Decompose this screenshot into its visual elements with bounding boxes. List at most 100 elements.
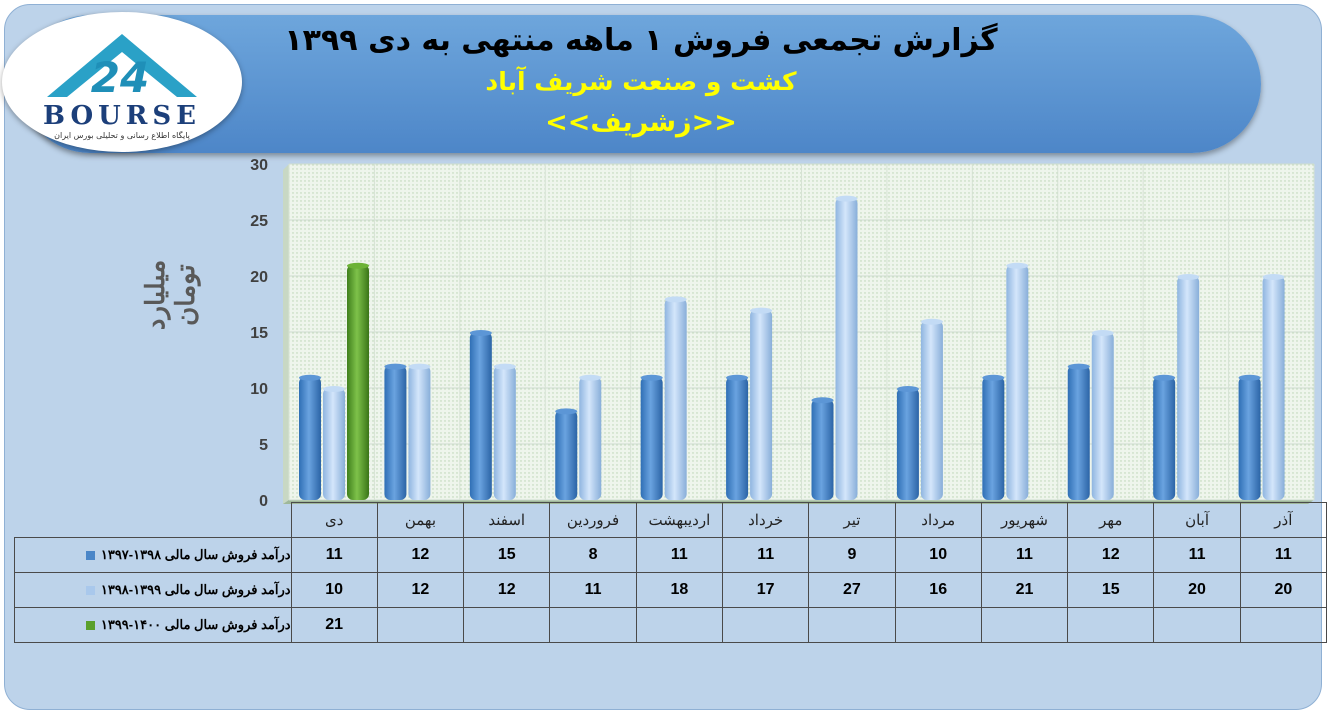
legend-entry: درآمد فروش سال مالی ۱۳۹۹-۱۳۹۸: [14, 572, 292, 608]
bar-2: [920, 320, 943, 500]
y-tick-label: 15: [250, 325, 268, 342]
category-label: بهمن: [376, 502, 465, 538]
logo-tagline: پایگاه اطلاع رسانی و تحلیلی بورس ایران: [54, 130, 190, 140]
bar-cap-1: [469, 330, 492, 336]
y-tick-label: 25: [250, 213, 268, 230]
bar-cap-1: [1067, 363, 1090, 370]
series-name: درآمد فروش سال مالی ۱۳۹۸-۱۳۹۷: [100, 547, 291, 562]
table-row: درآمد فروش سال مالی ۱۳۹۸-۱۳۹۷ 11 12 15 8 11 11…: [14, 537, 1327, 573]
y-tick-label: 5: [259, 437, 268, 454]
bar-2: [579, 376, 602, 500]
data-cell: 16: [894, 572, 982, 608]
bourse24-logo: 24 BOURSE پایگاه اطلاع رسانی و تحلیلی بو…: [2, 12, 242, 152]
bar-1: [896, 388, 919, 500]
category-label: آذر: [1239, 502, 1327, 538]
data-cell: [722, 607, 810, 643]
bar-cap-2: [579, 374, 602, 381]
bar-cap-2: [1006, 262, 1029, 269]
data-cell: 11: [1239, 537, 1327, 573]
data-cell: 20: [1153, 572, 1241, 608]
plot-area: 0 5 10 15 20 25 30: [250, 157, 1315, 510]
y-tick-label: 0: [259, 493, 268, 510]
data-cell: [894, 607, 982, 643]
data-cell: 10: [894, 537, 982, 573]
ticker-symbol: <<زشریف>>: [545, 107, 737, 138]
data-cell: 11: [549, 572, 637, 608]
bar-2: [323, 388, 345, 500]
bar-cap-1: [726, 374, 749, 381]
data-cell: [1067, 607, 1155, 643]
data-cell: 10: [290, 572, 378, 608]
bar-1: [1153, 376, 1176, 500]
bar-1: [555, 410, 578, 500]
legend-entry: درآمد فروش سال مالی ۱۳۹۸-۱۳۹۷: [14, 537, 292, 573]
category-label: اردیبهشت: [635, 502, 724, 538]
data-cell: [549, 607, 637, 643]
bar-cap-1: [640, 374, 663, 381]
category-label: مهر: [1067, 502, 1155, 538]
bar-1: [726, 376, 749, 500]
data-cell: 11: [290, 537, 378, 573]
data-cell: 12: [1067, 537, 1155, 573]
data-cell: 18: [635, 572, 724, 608]
data-cell: 20: [1239, 572, 1327, 608]
table-corner: [14, 502, 292, 538]
bar-1: [811, 399, 834, 500]
bar-2: [493, 365, 516, 500]
bar-cap-2: [1177, 274, 1200, 280]
bar-cap-2: [750, 307, 773, 314]
category-label: فروردین: [549, 502, 637, 538]
category-label: شهریور: [980, 502, 1069, 538]
chart-title: گزارش تجمعی فروش ۱ ماهه منتهی به دی ۱۳۹۹: [284, 23, 998, 58]
bar-2: [750, 309, 773, 500]
category-label: آبان: [1153, 502, 1241, 538]
bar-cap-1: [299, 374, 321, 381]
bar-cap-1: [1153, 374, 1176, 381]
bar-3: [347, 264, 369, 500]
bar-2: [1091, 332, 1114, 500]
series-name: درآمد فروش سال مالی ۱۴۰۰-۱۳۹۹: [100, 617, 291, 632]
data-cell: [1239, 607, 1327, 643]
data-cell: 21: [980, 572, 1069, 608]
bar-cap-1: [896, 386, 919, 392]
bar-cap-3: [347, 262, 369, 269]
table-row: درآمد فروش سال مالی ۱۳۹۹-۱۳۹۸ 10 12 12 11 18 1…: [14, 572, 1327, 608]
category-label: خرداد: [722, 502, 810, 538]
data-cell: 12: [376, 537, 465, 573]
legend-entry: درآمد فروش سال مالی ۱۴۰۰-۱۳۹۹: [14, 607, 292, 643]
data-cell: [635, 607, 724, 643]
y-tick-label: 10: [250, 381, 268, 398]
legend-swatch: [85, 620, 95, 630]
bar-cap-1: [555, 408, 578, 415]
company-name: کشت و صنعت شریف آباد: [485, 67, 797, 96]
data-cell: 11: [980, 537, 1069, 573]
data-cell: 27: [808, 572, 896, 608]
bar-cap-2: [1091, 330, 1114, 336]
logo-graphic: 24 BOURSE پایگاه اطلاع رسانی و تحلیلی بو…: [43, 34, 197, 140]
plot-side-wall: [283, 164, 289, 504]
data-cell: 12: [463, 572, 551, 608]
category-label: مرداد: [894, 502, 982, 538]
bar-cap-2: [920, 318, 943, 325]
data-cell: [463, 607, 551, 643]
data-cell: 11: [1153, 537, 1241, 573]
bar-2: [1262, 276, 1285, 500]
bar-cap-2: [835, 195, 858, 202]
data-cell: 11: [635, 537, 724, 573]
bar-cap-2: [493, 363, 516, 370]
bar-2: [1006, 264, 1029, 500]
table-row: درآمد فروش سال مالی ۱۴۰۰-۱۳۹۹ 21: [14, 607, 1327, 643]
category-label: تیر: [808, 502, 896, 538]
data-cell: [980, 607, 1069, 643]
bar-1: [1238, 376, 1261, 500]
data-cell: 15: [463, 537, 551, 573]
bar-2: [664, 298, 687, 500]
data-cell: 12: [376, 572, 465, 608]
bar-cap-2: [323, 386, 345, 392]
bar-cap-1: [1238, 374, 1261, 381]
data-cell: 11: [722, 537, 810, 573]
bar-1: [982, 376, 1005, 500]
legend-swatch: [85, 585, 95, 595]
bar-cap-1: [811, 397, 834, 404]
bar-1: [640, 376, 663, 500]
